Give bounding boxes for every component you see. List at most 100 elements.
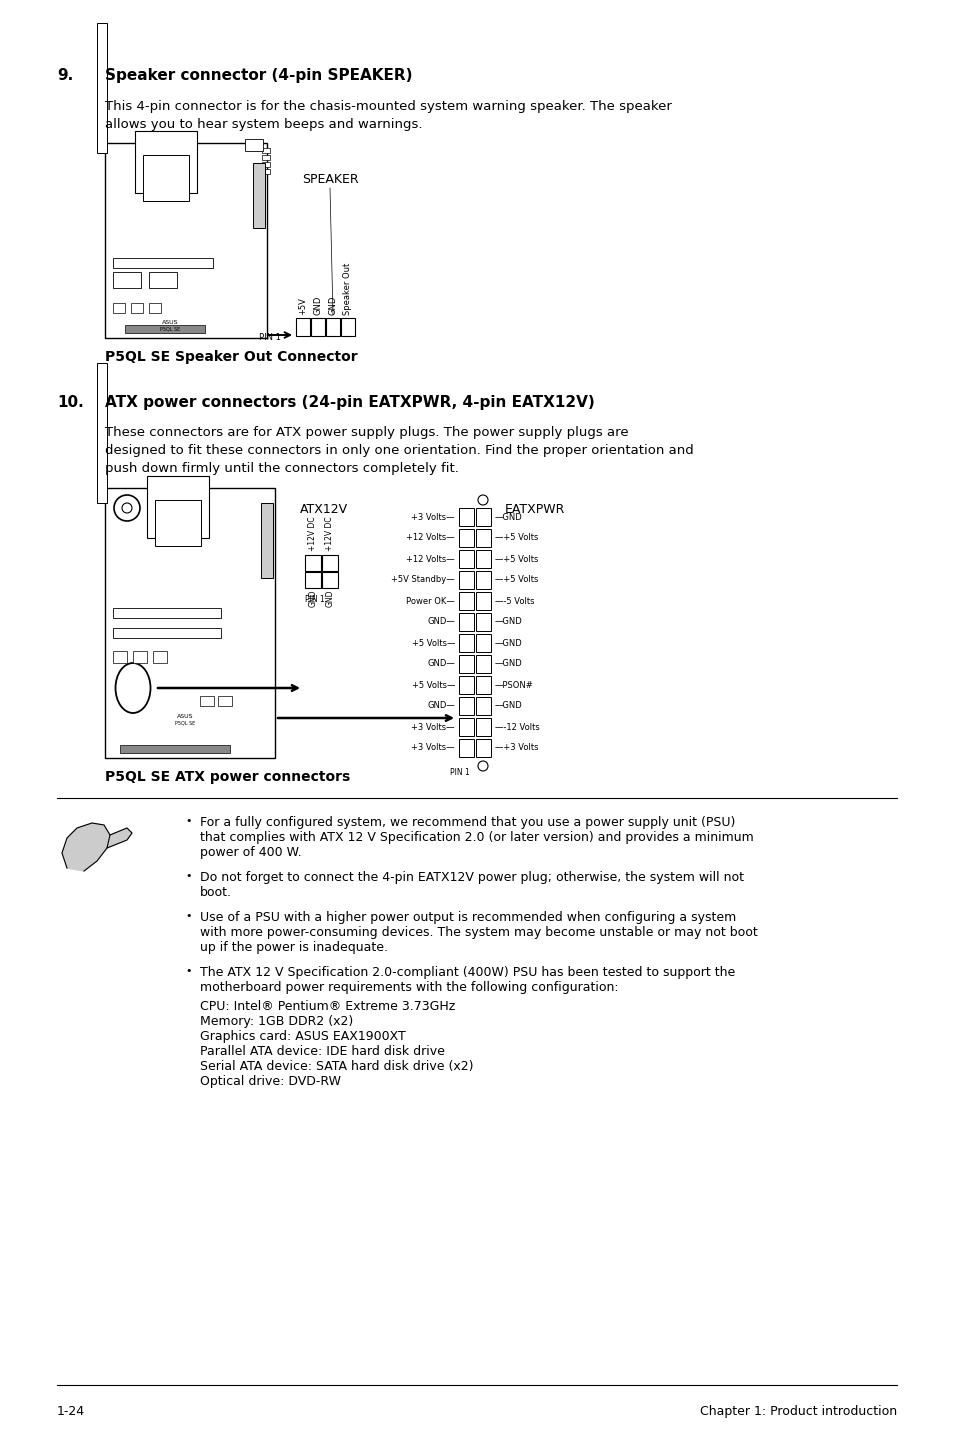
Bar: [105, 142, 267, 338]
Text: that complies with ATX 12 V Specification 2.0 (or later version) and provides a : that complies with ATX 12 V Specificatio…: [200, 831, 753, 844]
Bar: [125, 325, 205, 334]
Text: designed to fit these connectors in only one orientation. Find the proper orient: designed to fit these connectors in only…: [105, 444, 693, 457]
Text: push down firmly until the connectors completely fit.: push down firmly until the connectors co…: [105, 462, 458, 475]
Text: +3 Volts—: +3 Volts—: [411, 722, 455, 732]
Text: Serial ATA device: SATA hard disk drive (x2): Serial ATA device: SATA hard disk drive …: [200, 1060, 473, 1073]
Bar: [322, 572, 337, 588]
Bar: [262, 155, 270, 160]
Bar: [149, 303, 161, 313]
Bar: [112, 608, 221, 618]
Bar: [261, 503, 273, 578]
Bar: [476, 676, 491, 695]
Text: Parallel ATA device: IDE hard disk drive: Parallel ATA device: IDE hard disk drive: [200, 1045, 444, 1058]
Text: GND: GND: [314, 296, 322, 315]
Bar: [105, 487, 274, 758]
Bar: [458, 718, 474, 736]
Text: +12 Volts—: +12 Volts—: [406, 555, 455, 564]
Bar: [476, 613, 491, 631]
Text: GND—: GND—: [427, 660, 455, 669]
Text: ASUS: ASUS: [162, 321, 178, 325]
Bar: [131, 303, 143, 313]
Text: PIN 1: PIN 1: [305, 595, 324, 604]
Text: SPEAKER: SPEAKER: [301, 173, 358, 186]
Text: allows you to hear system beeps and warnings.: allows you to hear system beeps and warn…: [105, 118, 422, 131]
Bar: [262, 170, 270, 174]
Text: ASUS: ASUS: [176, 713, 193, 719]
Text: •: •: [185, 912, 192, 920]
Polygon shape: [62, 823, 110, 871]
Bar: [245, 139, 263, 151]
Bar: [458, 676, 474, 695]
Text: —+5 Volts: —+5 Volts: [495, 533, 537, 542]
Bar: [458, 592, 474, 610]
Text: Graphics card: ASUS EAX1900XT: Graphics card: ASUS EAX1900XT: [200, 1030, 405, 1043]
Bar: [112, 272, 141, 288]
Text: P5QL SE Speaker Out Connector: P5QL SE Speaker Out Connector: [105, 349, 357, 364]
Text: —+3 Volts: —+3 Volts: [495, 743, 537, 752]
Bar: [476, 634, 491, 651]
Bar: [322, 555, 337, 571]
Text: +12V DC: +12V DC: [308, 516, 317, 551]
Text: +5 Volts—: +5 Volts—: [411, 680, 455, 689]
Text: These connectors are for ATX power supply plugs. The power supply plugs are: These connectors are for ATX power suppl…: [105, 426, 628, 439]
Text: CPU: Intel® Pentium® Extreme 3.73GHz: CPU: Intel® Pentium® Extreme 3.73GHz: [200, 999, 455, 1012]
Bar: [476, 571, 491, 590]
Text: PIN 1: PIN 1: [450, 768, 470, 777]
Text: Do not forget to connect the 4-pin EATX12V power plug; otherwise, the system wil: Do not forget to connect the 4-pin EATX1…: [200, 871, 743, 884]
Text: +5 Volts—: +5 Volts—: [411, 638, 455, 647]
Bar: [97, 362, 107, 503]
Bar: [112, 628, 221, 638]
Bar: [149, 272, 177, 288]
Text: —+5 Volts: —+5 Volts: [495, 575, 537, 584]
Bar: [262, 148, 270, 152]
Text: Optical drive: DVD-RW: Optical drive: DVD-RW: [200, 1076, 340, 1089]
Text: +5V Standby—: +5V Standby—: [391, 575, 455, 584]
Bar: [476, 592, 491, 610]
Text: motherboard power requirements with the following configuration:: motherboard power requirements with the …: [200, 981, 618, 994]
Text: •: •: [185, 815, 192, 825]
Bar: [458, 549, 474, 568]
Text: 9.: 9.: [57, 68, 73, 83]
Text: P5QL SE: P5QL SE: [160, 326, 180, 332]
Bar: [305, 555, 320, 571]
Text: —GND: —GND: [495, 617, 522, 627]
Bar: [476, 549, 491, 568]
Bar: [147, 476, 209, 538]
Text: GND—: GND—: [427, 617, 455, 627]
Bar: [305, 572, 320, 588]
Circle shape: [113, 495, 140, 521]
Text: +12V DC: +12V DC: [325, 516, 335, 551]
Text: GND: GND: [308, 590, 317, 607]
Bar: [476, 508, 491, 526]
Bar: [143, 155, 189, 201]
Bar: [262, 162, 270, 167]
Text: ATX power connectors (24-pin EATXPWR, 4-pin EATX12V): ATX power connectors (24-pin EATXPWR, 4-…: [105, 395, 594, 410]
Bar: [112, 303, 125, 313]
Bar: [154, 500, 201, 546]
Bar: [458, 634, 474, 651]
Text: PIN 1: PIN 1: [258, 332, 280, 341]
Bar: [458, 613, 474, 631]
Text: —PSON#: —PSON#: [495, 680, 533, 689]
Bar: [458, 697, 474, 715]
Bar: [476, 654, 491, 673]
Circle shape: [477, 495, 488, 505]
Bar: [476, 697, 491, 715]
Bar: [476, 718, 491, 736]
Text: Power OK—: Power OK—: [406, 597, 455, 605]
Bar: [458, 654, 474, 673]
Text: —-12 Volts: —-12 Volts: [495, 722, 539, 732]
Text: 10.: 10.: [57, 395, 84, 410]
Text: +5V: +5V: [298, 298, 307, 315]
Text: EATXPWR: EATXPWR: [504, 503, 565, 516]
Text: with more power-consuming devices. The system may become unstable or may not boo: with more power-consuming devices. The s…: [200, 926, 757, 939]
Text: GND: GND: [328, 296, 337, 315]
Bar: [458, 571, 474, 590]
Text: —-5 Volts: —-5 Volts: [495, 597, 534, 605]
Text: +3 Volts—: +3 Volts—: [411, 743, 455, 752]
Text: +12 Volts—: +12 Volts—: [406, 533, 455, 542]
Text: Speaker connector (4-pin SPEAKER): Speaker connector (4-pin SPEAKER): [105, 68, 412, 83]
Bar: [295, 318, 310, 336]
Bar: [152, 651, 167, 663]
Text: Speaker Out: Speaker Out: [343, 263, 352, 315]
